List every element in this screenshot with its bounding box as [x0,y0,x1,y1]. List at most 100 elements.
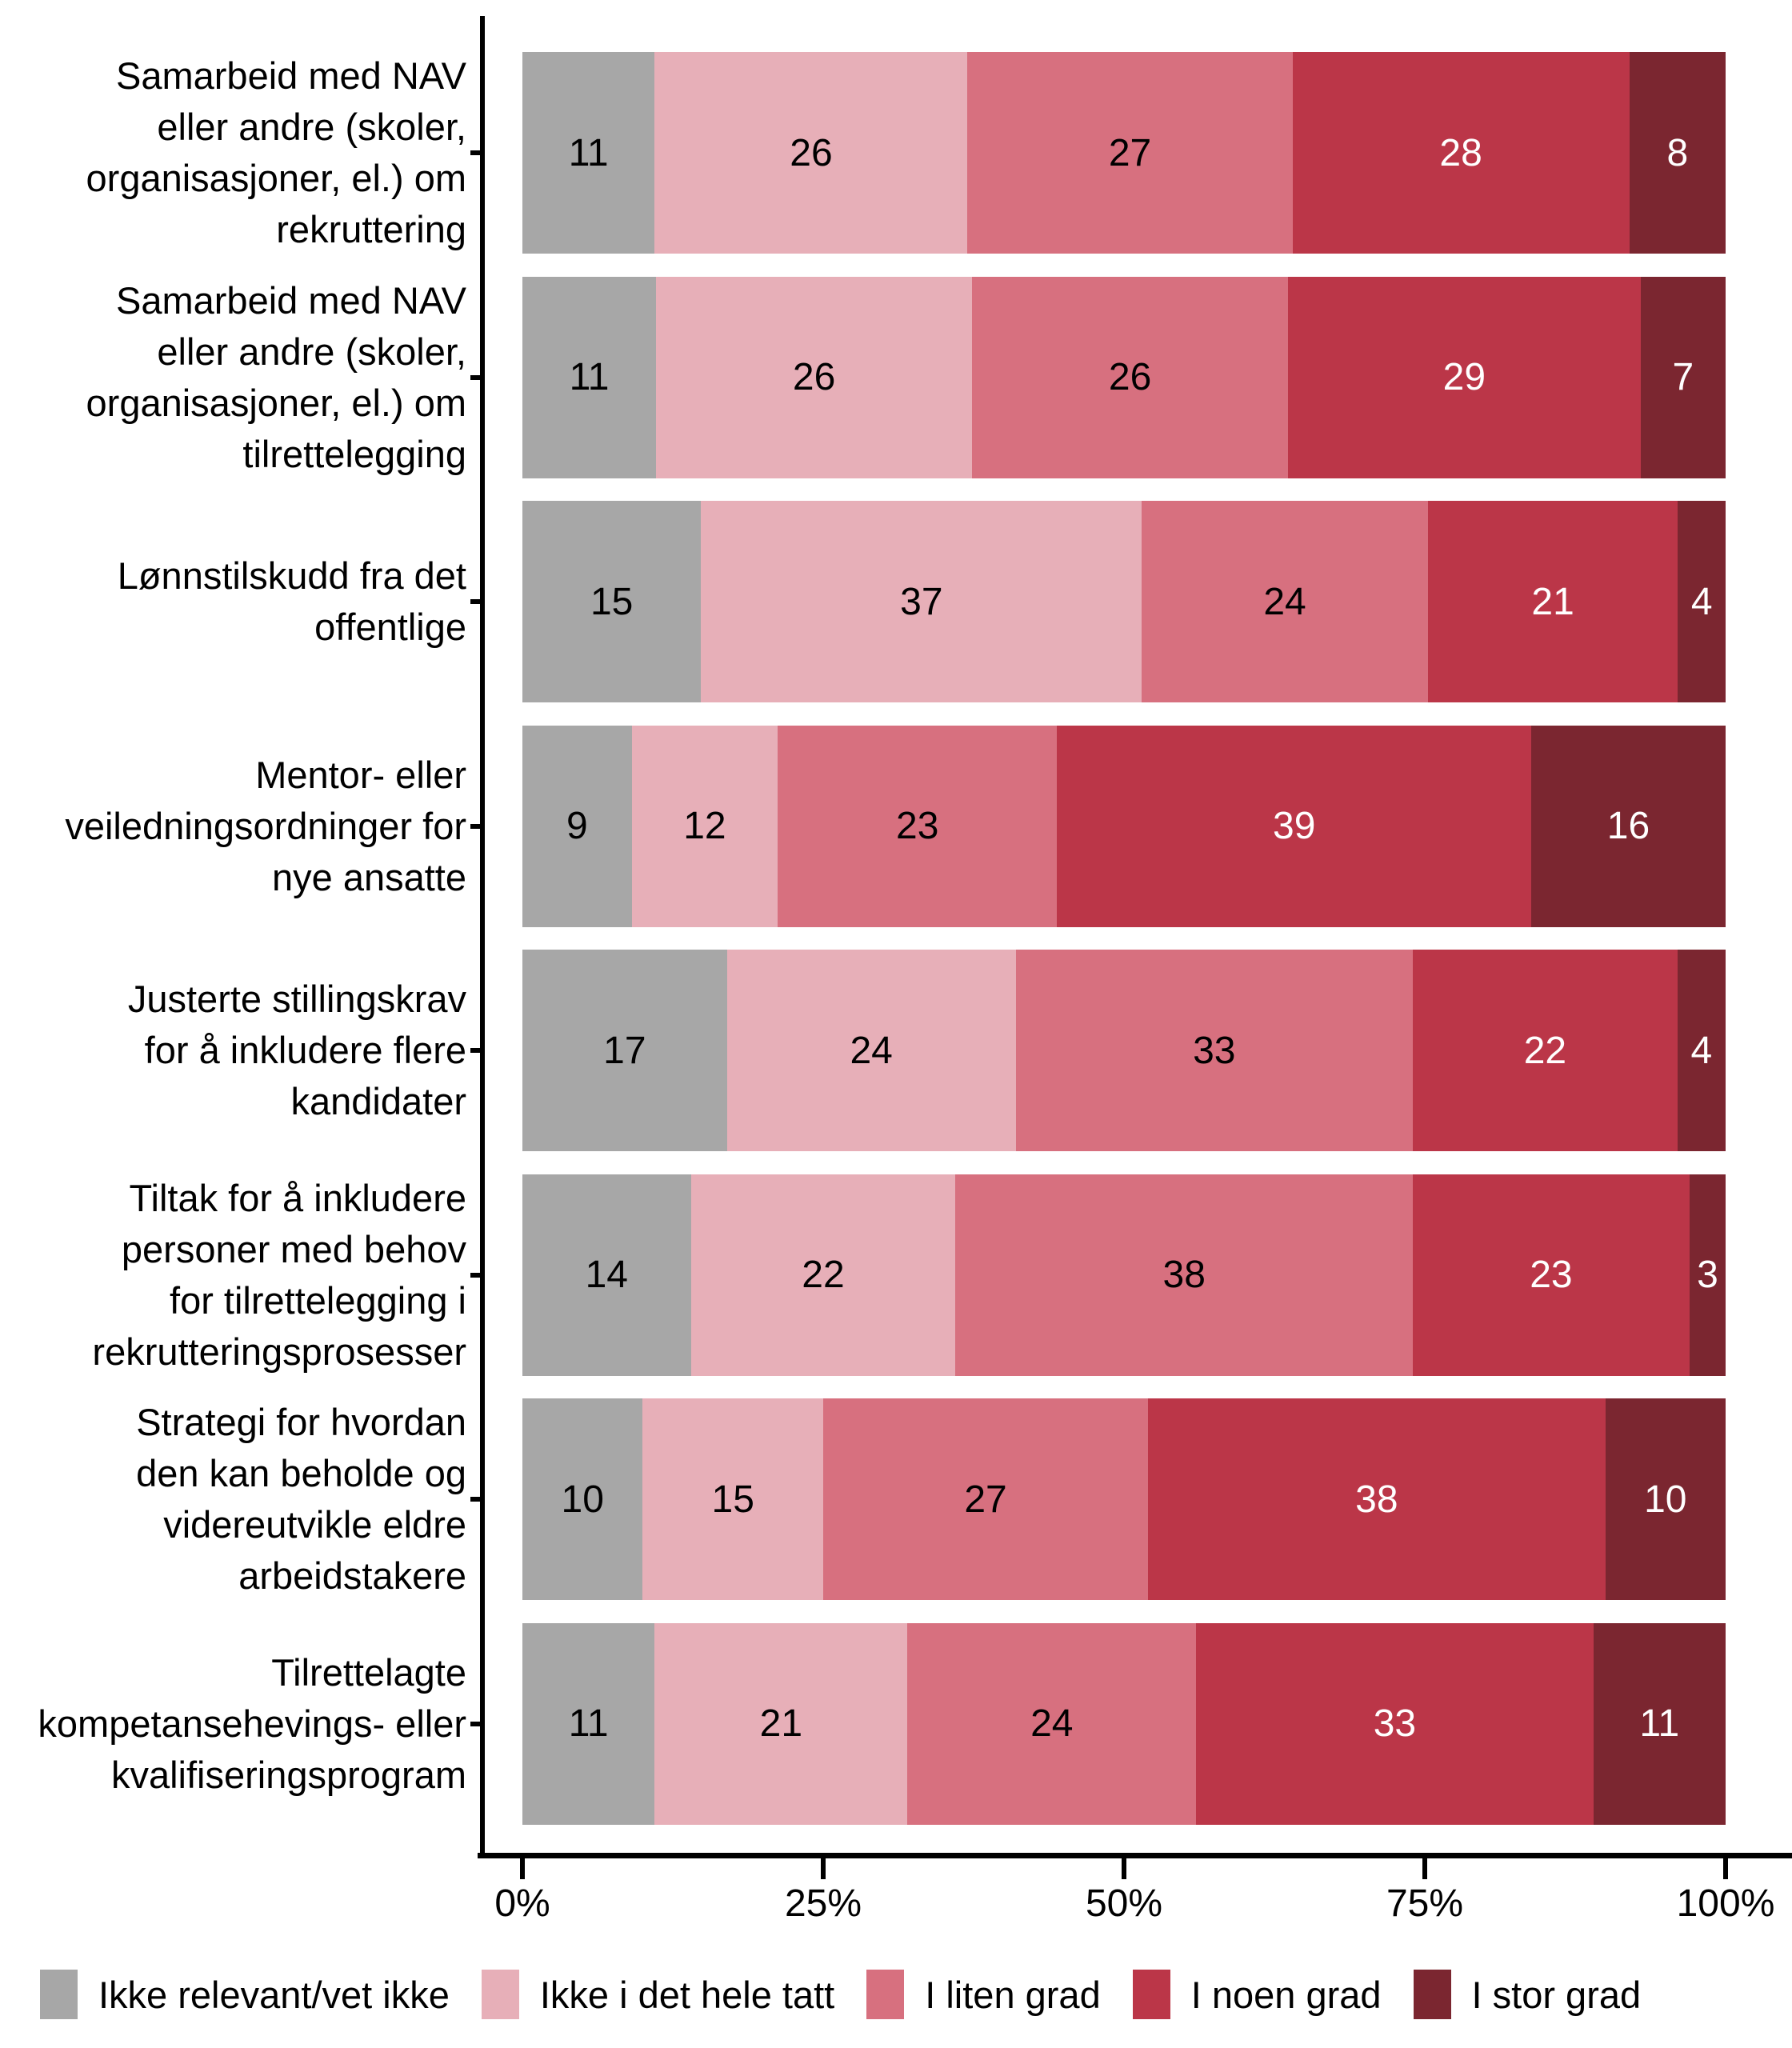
y-axis-label-line: videreutvikle eldre [163,1503,466,1546]
y-axis-tick [470,1272,481,1278]
bar-value-label: 11 [568,1702,609,1746]
bar-value-label: 21 [759,1702,803,1746]
y-axis-label: Samarbeid med NAV eller andre (skoler, org… [0,41,466,266]
bar-segment: 10 [1605,1398,1726,1601]
x-axis-tick [1422,1858,1427,1879]
bars-area: 11 26 27 28 8 11 26 26 29 7 15 37 24 21 4 9 12 23 39 16 17 24… [522,41,1726,1836]
bar-segment: 16 [1530,725,1726,927]
bar-segment: 4 [1678,501,1726,703]
bar-value-label: 7 [1672,356,1694,399]
bar-segment: 15 [642,1398,823,1601]
bar-segment: 17 [522,950,727,1152]
bar-value-label: 26 [790,131,833,174]
y-axis-label-line: Tiltak for å inkludere [129,1176,466,1219]
bar-segment: 11 [522,1622,655,1825]
bar-segment: 24 [726,950,1016,1152]
y-axis-label: Justerte stillingskrav for å inkludere fl… [0,938,466,1163]
y-axis-label: Mentor- eller veiledningsordninger for nye… [0,714,466,939]
stacked-bar: 11 26 27 28 8 [522,52,1726,254]
bar-value-label: 21 [1531,580,1574,623]
bar-segment: 24 [1142,501,1428,703]
y-axis-label: Samarbeid med NAV eller andre (skoler, org… [0,266,466,490]
bar-segment: 21 [654,1622,908,1825]
y-axis-label-line: organisasjoner, el.) om [86,381,466,424]
legend-label: I stor grad [1471,1973,1642,2016]
bar-value-label: 37 [900,580,943,623]
legend-swatch [40,1970,78,2019]
bar-segment: 14 [522,1174,691,1376]
y-axis-tick [470,1497,481,1502]
x-axis-tick [520,1858,525,1879]
y-axis-label-line: rekruttering [276,208,466,251]
bar-segment: 26 [656,276,973,478]
y-axis-label: Tilrettelagte kompetansehevings- eller kva… [0,1612,466,1837]
bar-row: 17 24 33 22 4 [522,938,1726,1163]
y-axis-label-line: organisasjoner, el.) om [86,157,466,200]
x-axis-tick-label: 75% [1386,1882,1464,1925]
bar-segment: 22 [690,1174,956,1376]
y-axis-line [480,16,485,1854]
bar-segment: 11 [1593,1622,1726,1825]
y-axis-label-line: personer med behov [121,1227,466,1270]
bar-segment: 7 [1640,276,1726,478]
bar-value-label: 10 [561,1478,604,1521]
bar-value-label: 11 [568,131,609,174]
legend-label: Ikke i det hele tatt [539,1973,835,2016]
bar-segment: 9 [522,725,632,927]
bar-segment: 3 [1689,1174,1726,1376]
bar-value-label: 24 [1030,1702,1074,1746]
legend-item: I liten grad [866,1970,1101,2019]
bar-value-label: 33 [1373,1702,1417,1746]
bar-value-label: 14 [585,1254,628,1297]
bar-value-label: 39 [1273,805,1316,848]
y-axis-label-line: arbeidstakere [238,1554,466,1598]
stacked-bar: 9 12 23 39 16 [522,725,1726,927]
bar-value-label: 8 [1666,131,1689,174]
bar-row: 14 22 38 23 3 [522,1163,1726,1388]
bar-value-label: 10 [1644,1478,1687,1521]
bar-row: 10 15 27 38 10 [522,1387,1726,1612]
bar-value-label: 28 [1439,131,1482,174]
y-axis-label-line: veiledningsordninger for [65,804,466,847]
y-axis-label-line: for å inkludere flere [144,1029,466,1072]
bar-value-label: 27 [964,1478,1007,1521]
y-axis-label-line: eller andre (skoler, [157,330,466,373]
bar-value-label: 9 [566,805,588,848]
y-axis-label-line: for tilrettelegging i [170,1278,466,1322]
stacked-bar: 15 37 24 21 4 [522,501,1726,703]
y-axis-label-line: tilrettelegging [242,432,466,475]
x-axis-tick-label: 0% [494,1882,550,1925]
bar-segment: 27 [967,52,1293,254]
x-axis-tick [821,1858,826,1879]
legend-swatch [1132,1970,1170,2019]
x-axis-tick-label: 50% [1085,1882,1163,1925]
bar-value-label: 23 [1530,1254,1573,1297]
bar-value-label: 29 [1442,356,1486,399]
y-axis-label-line: rekrutteringsprosesser [92,1330,466,1373]
bar-value-label: 38 [1355,1478,1398,1521]
bar-row: 15 37 24 21 4 [522,490,1726,714]
bar-segment: 37 [701,501,1142,703]
y-axis-label-line: kandidater [290,1080,467,1123]
bar-segment: 11 [522,276,657,478]
bar-segment: 39 [1057,725,1531,927]
bar-value-label: 24 [850,1029,893,1072]
stacked-bar: 11 21 24 33 11 [522,1622,1726,1825]
stacked-bar: 17 24 33 22 4 [522,950,1726,1152]
bar-value-label: 24 [1263,580,1306,623]
bar-segment: 33 [1196,1622,1594,1825]
bar-segment: 8 [1629,52,1726,254]
y-axis-label-line: Strategi for hvordan [136,1401,466,1444]
legend-item: Ikke relevant/vet ikke [40,1970,450,2019]
bar-segment: 10 [522,1398,643,1601]
bar-segment: 38 [955,1174,1413,1376]
x-axis-tick [1122,1858,1126,1879]
bar-value-label: 26 [792,356,836,399]
bar-value-label: 22 [802,1254,845,1297]
bar-segment: 38 [1148,1398,1606,1601]
y-axis-tick [470,1721,481,1726]
bar-row: 9 12 23 39 16 [522,714,1726,939]
x-axis-line [478,1853,1792,1858]
bar-segment: 27 [823,1398,1149,1601]
bar-segment: 23 [1412,1174,1690,1376]
